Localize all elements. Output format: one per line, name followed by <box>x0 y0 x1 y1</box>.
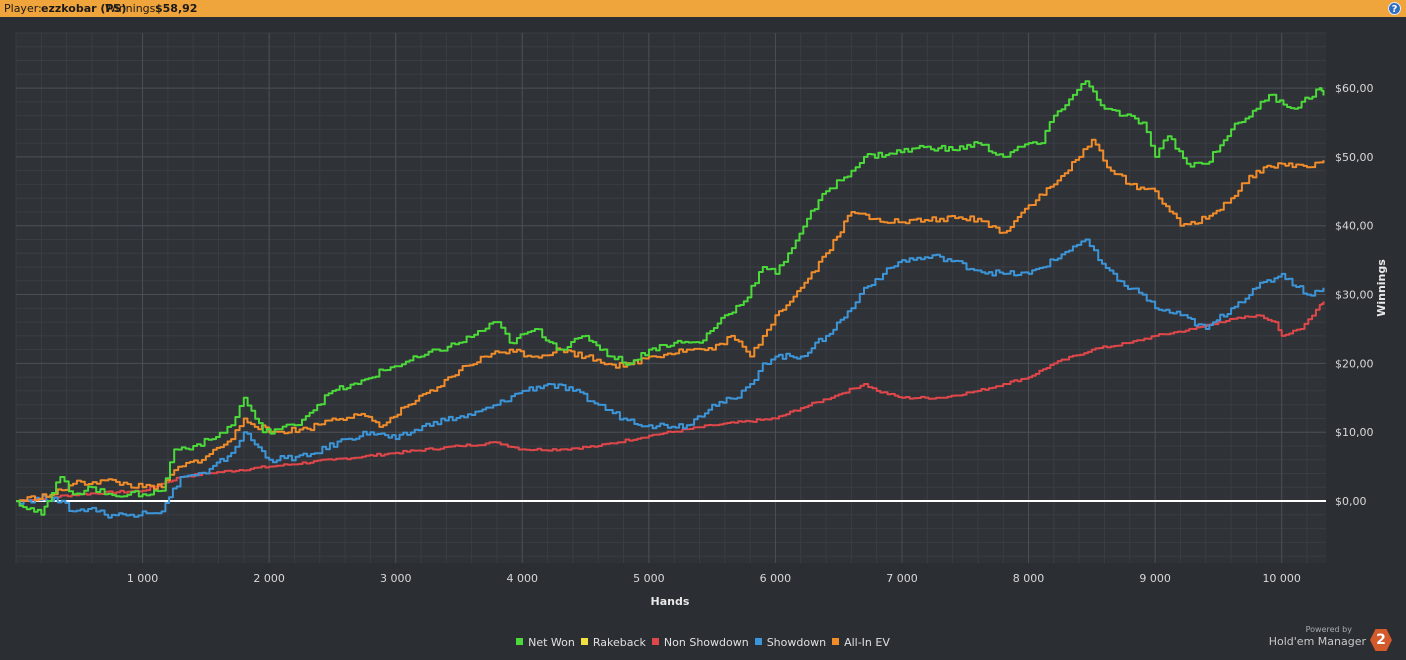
legend-label: Showdown <box>766 636 827 649</box>
x-tick-label: 7 000 <box>886 572 918 585</box>
y-tick-label: $20,00 <box>1335 357 1374 370</box>
player-name: ezzkobar (PS) <box>41 2 127 15</box>
legend-swatch <box>754 638 762 645</box>
x-tick-label: 1 000 <box>127 572 159 585</box>
y-tick-label: $60,00 <box>1335 82 1374 95</box>
hm2-logo-icon: 2 <box>1370 629 1392 651</box>
chart-legend: Net Won Rakeback Non Showdown Showdown All-I… <box>0 636 1406 649</box>
legend-item-net-won[interactable]: Net Won <box>516 636 575 649</box>
x-tick-label: 2 000 <box>253 572 285 585</box>
x-tick-label: 3 000 <box>380 572 412 585</box>
product-name: Hold'em Manager <box>1268 635 1366 648</box>
winnings-graph: 1 000 2 000 3 000 4 000 5 000 6 000 7 000 8 000… <box>15 32 1388 608</box>
x-tick-label: 6 000 <box>760 572 792 585</box>
powered-by-label: Powered by <box>1305 625 1352 634</box>
y-axis-title: Winnings <box>1375 259 1388 317</box>
powered-by: Powered by Hold'em Manager 2 <box>1252 624 1392 654</box>
legend-swatch <box>832 638 840 645</box>
series-line-non-showdown <box>16 301 1325 503</box>
help-icon[interactable]: ? <box>1388 2 1401 15</box>
x-tick-label: 5 000 <box>633 572 665 585</box>
series-line-all-in-ev <box>16 138 1325 503</box>
legend-label: All-In EV <box>844 636 890 649</box>
series-line-showdown <box>16 238 1325 519</box>
y-tick-label: $10,00 <box>1335 426 1374 439</box>
legend-label: Net Won <box>528 636 575 649</box>
legend-label: Non Showdown <box>663 636 749 649</box>
y-tick-label: $30,00 <box>1335 289 1374 302</box>
legend-swatch <box>580 638 588 645</box>
y-tick-label: $0,00 <box>1335 495 1367 508</box>
legend-item-all-in-ev[interactable]: All-In EV <box>832 636 890 649</box>
legend-label: Rakeback <box>592 636 646 649</box>
player-label: Player: <box>4 2 42 15</box>
legend-item-rakeback[interactable]: Rakeback <box>580 636 646 649</box>
legend-item-non-showdown[interactable]: Non Showdown <box>651 636 749 649</box>
x-tick-label: 10 000 <box>1262 572 1301 585</box>
winnings-label: Winnings: <box>105 2 160 15</box>
series-line-net-won <box>16 80 1325 516</box>
legend-swatch <box>516 638 524 645</box>
y-tick-label: $50,00 <box>1335 151 1374 164</box>
plot-background <box>16 33 1326 563</box>
winnings-value: $58,92 <box>155 2 198 15</box>
x-tick-label: 9 000 <box>1139 572 1171 585</box>
header-bar: Player: ezzkobar (PS) Winnings: $58,92 ? <box>0 0 1406 17</box>
x-tick-label: 4 000 <box>507 572 539 585</box>
x-axis-title: Hands <box>651 595 690 608</box>
legend-swatch <box>651 638 659 645</box>
x-tick-label: 8 000 <box>1013 572 1045 585</box>
y-tick-label: $40,00 <box>1335 220 1374 233</box>
legend-item-showdown[interactable]: Showdown <box>754 636 827 649</box>
chart-area: 1 000 2 000 3 000 4 000 5 000 6 000 7 000 8 000… <box>0 17 1406 656</box>
